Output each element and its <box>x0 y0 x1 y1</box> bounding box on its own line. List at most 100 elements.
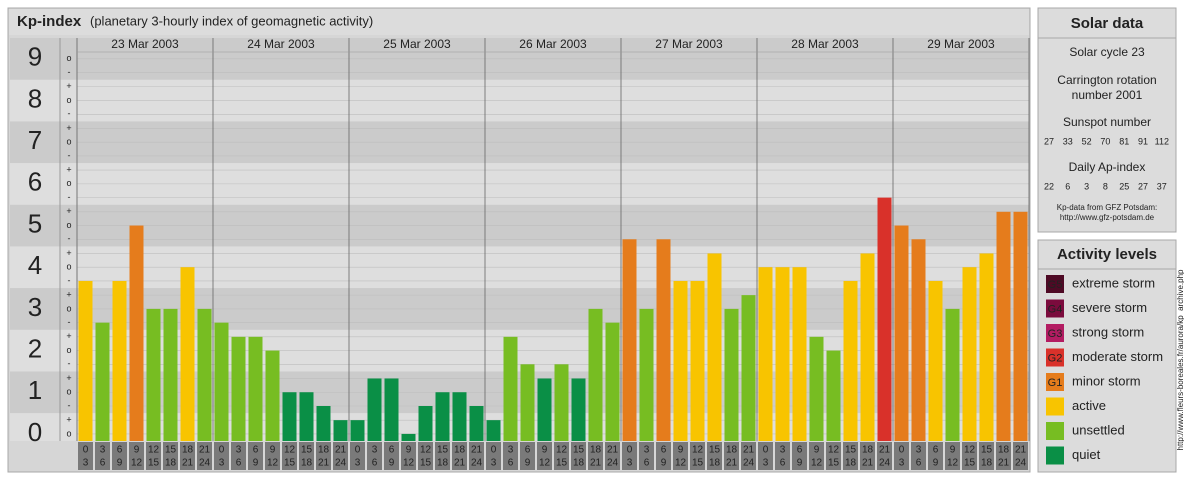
day-label: 23 Mar 2003 <box>111 37 179 51</box>
title-bar <box>9 9 1029 35</box>
hour-box <box>758 442 773 470</box>
hour-end: 9 <box>117 458 123 469</box>
bar <box>554 364 569 441</box>
hour-start: 21 <box>607 445 619 456</box>
hour-start: 6 <box>117 445 123 456</box>
hour-box <box>724 442 739 470</box>
level-swatch <box>1046 446 1064 465</box>
hour-end: 12 <box>811 458 823 469</box>
hour-box <box>809 442 824 470</box>
y-tick-label: 5 <box>28 208 42 238</box>
bar <box>401 433 416 441</box>
hour-box <box>639 442 654 470</box>
minor-tick-label: o <box>66 178 71 188</box>
hour-box <box>707 442 722 470</box>
hour-end: 18 <box>165 458 177 469</box>
solar-text: Solar data <box>1071 15 1144 32</box>
credit: http://www.fleurs-boreales.fr/aurora/kp_… <box>1176 269 1184 451</box>
bar <box>469 405 484 441</box>
minor-tick-label: + <box>66 164 71 174</box>
hour-box <box>95 442 110 470</box>
hour-box <box>469 442 484 470</box>
hour-start: 9 <box>134 445 140 456</box>
solar-text: 27 <box>1138 181 1148 191</box>
solar-text: 70 <box>1100 136 1110 146</box>
hour-box <box>78 442 93 470</box>
bar <box>605 322 620 441</box>
hour-start: 18 <box>454 445 466 456</box>
solar-text: 6 <box>1065 181 1070 191</box>
hour-end: 18 <box>845 458 857 469</box>
level-label: extreme storm <box>1072 275 1155 290</box>
solar-text: http://www.gfz-potsdam.de <box>1060 213 1155 222</box>
hour-start: 9 <box>950 445 956 456</box>
minor-tick-label: - <box>68 234 71 244</box>
hour-start: 12 <box>828 445 840 456</box>
hour-start: 18 <box>726 445 738 456</box>
bar <box>809 336 824 441</box>
bar <box>860 253 875 441</box>
hour-start: 12 <box>284 445 296 456</box>
hour-box <box>112 442 127 470</box>
hour-start: 9 <box>678 445 684 456</box>
hour-box <box>146 442 161 470</box>
hour-end: 21 <box>182 458 194 469</box>
hour-box <box>792 442 807 470</box>
level-label: active <box>1072 398 1106 413</box>
hour-start: 21 <box>743 445 755 456</box>
bar <box>452 392 467 441</box>
hour-end: 18 <box>437 458 449 469</box>
hour-end: 15 <box>556 458 568 469</box>
minor-tick-label: + <box>66 81 71 91</box>
bar <box>928 280 943 441</box>
hour-box <box>979 442 994 470</box>
hour-start: 9 <box>406 445 412 456</box>
solar-text: Solar cycle 23 <box>1069 45 1145 59</box>
solar-panel <box>1037 7 1177 233</box>
bar <box>316 405 331 441</box>
level-badge: G3 <box>1048 328 1063 340</box>
bar <box>741 295 756 441</box>
day-label: 26 Mar 2003 <box>519 37 587 51</box>
hour-box <box>163 442 178 470</box>
hour-start: 0 <box>763 445 769 456</box>
hour-box <box>877 442 892 470</box>
bar <box>435 392 450 441</box>
bar <box>826 350 841 441</box>
minor-tick-label: - <box>68 359 71 369</box>
minor-tick-label: - <box>68 192 71 202</box>
bar <box>656 239 671 441</box>
hour-end: 6 <box>372 458 378 469</box>
hour-box <box>588 442 603 470</box>
hour-box <box>843 442 858 470</box>
bar <box>146 308 161 441</box>
hour-end: 21 <box>862 458 874 469</box>
levels-title: Activity levels <box>1057 246 1157 263</box>
hour-start: 0 <box>627 445 633 456</box>
day-label: 27 Mar 2003 <box>655 37 723 51</box>
level-swatch <box>1046 397 1064 416</box>
minor-tick-label: o <box>66 95 71 105</box>
hour-start: 15 <box>709 445 721 456</box>
minor-tick-label: + <box>66 290 71 300</box>
hour-start: 6 <box>933 445 939 456</box>
hour-end: 21 <box>726 458 738 469</box>
level-label: quiet <box>1072 447 1101 462</box>
hour-start: 6 <box>253 445 259 456</box>
hour-box <box>350 442 365 470</box>
minor-tick-label: - <box>68 400 71 410</box>
hour-start: 15 <box>845 445 857 456</box>
minor-tick-label: + <box>66 331 71 341</box>
hour-box <box>775 442 790 470</box>
hour-end: 12 <box>267 458 279 469</box>
hour-box <box>248 442 263 470</box>
solar-text: 81 <box>1119 136 1129 146</box>
hour-box <box>452 442 467 470</box>
bar <box>384 378 399 441</box>
hour-start: 15 <box>981 445 993 456</box>
hour-end: 6 <box>508 458 514 469</box>
minor-tick-label: o <box>66 53 71 63</box>
hour-end: 15 <box>828 458 840 469</box>
level-label: severe storm <box>1072 300 1147 315</box>
day-label: 28 Mar 2003 <box>791 37 859 51</box>
